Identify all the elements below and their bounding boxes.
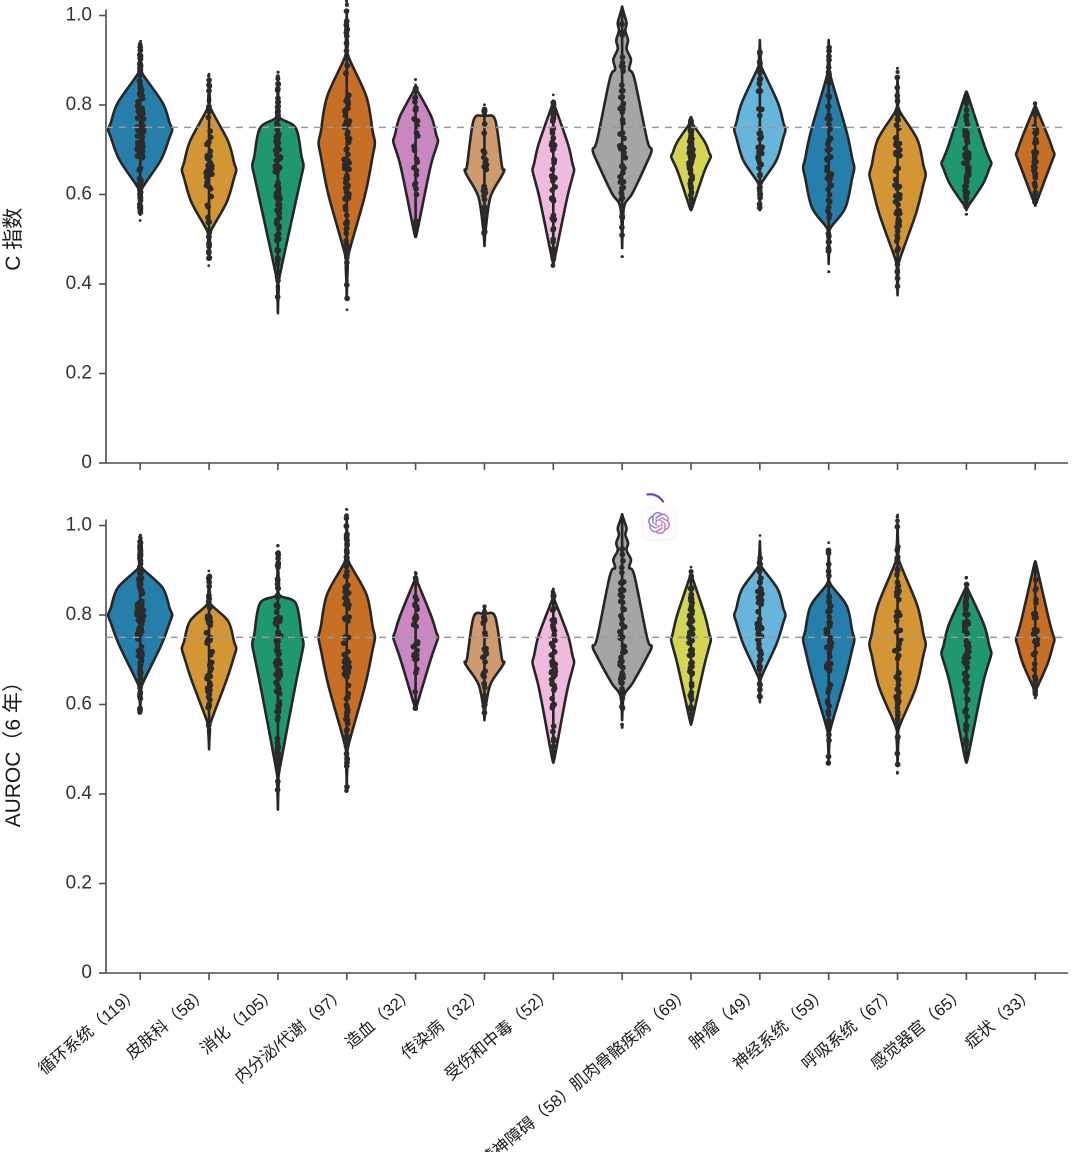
svg-text:0.6: 0.6 (66, 694, 92, 715)
svg-text:1.0: 1.0 (66, 515, 92, 536)
svg-text:0.2: 0.2 (66, 873, 92, 894)
svg-text:0.8: 0.8 (66, 94, 92, 115)
svg-text:AUROC（6 年）: AUROC（6 年） (2, 671, 25, 827)
svg-text:0.2: 0.2 (66, 363, 92, 384)
svg-text:0.4: 0.4 (66, 783, 93, 804)
svg-text:0: 0 (81, 452, 92, 473)
svg-text:1.0: 1.0 (66, 5, 92, 26)
svg-text:0.6: 0.6 (66, 184, 92, 205)
svg-text:C 指数: C 指数 (2, 208, 25, 271)
svg-text:0.4: 0.4 (66, 273, 93, 294)
svg-text:0.8: 0.8 (66, 604, 92, 625)
svg-text:0: 0 (81, 962, 92, 983)
